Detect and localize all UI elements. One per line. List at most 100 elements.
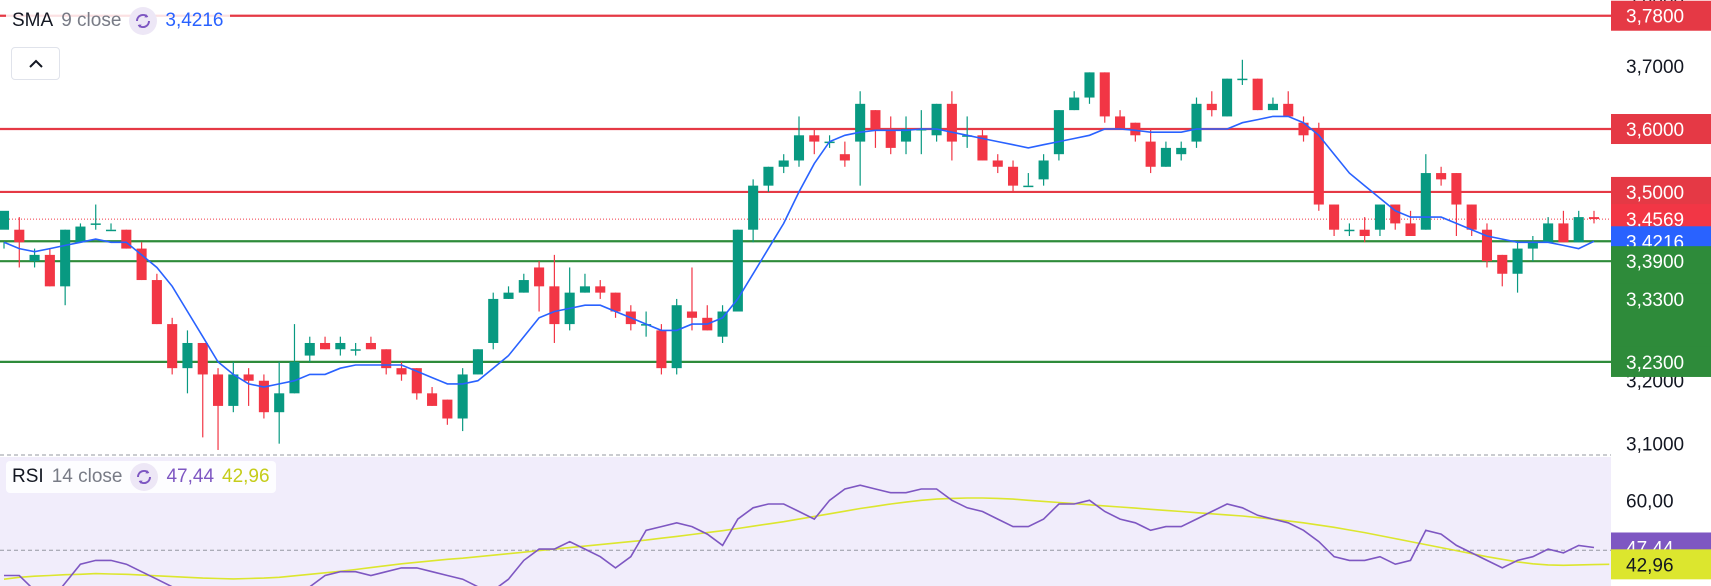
price-tick-label: 3,7000 [1626, 57, 1684, 78]
candle-body [365, 342, 376, 350]
candle-body [518, 280, 529, 293]
candle-body [1359, 229, 1370, 236]
candle-body [29, 254, 40, 262]
candle-body [0, 210, 10, 230]
candle-body [1145, 141, 1156, 167]
candle-body [1558, 223, 1569, 243]
candle-body [763, 166, 774, 186]
candle-body [717, 311, 728, 337]
rsi-tick-label: 60,00 [1626, 491, 1674, 512]
rsi-ma-line [3, 497, 1610, 580]
rsi-line [4, 484, 1595, 586]
candle-body [1222, 78, 1233, 117]
candle-body [228, 374, 239, 406]
candle-body [855, 103, 866, 142]
price-badge [1611, 0, 1711, 31]
candle-body [151, 280, 162, 325]
price-axis: 3,80003,70003,20003,100060,003,78003,600… [1611, 0, 1711, 586]
candle-body [488, 298, 499, 343]
candle-body [1176, 147, 1187, 155]
candle-body [197, 342, 208, 375]
candle-body [1084, 72, 1095, 98]
candle-body [595, 286, 606, 293]
price-badge [1611, 283, 1711, 314]
candle-body [1191, 103, 1202, 142]
price-badge-label: 3,6000 [1626, 120, 1684, 141]
collapse-button[interactable] [11, 47, 60, 80]
sma-line [3, 115, 1595, 388]
price-badge [1611, 246, 1711, 277]
candle-body [1130, 122, 1141, 136]
candle-body [793, 135, 805, 161]
price-badge-label: 3,5000 [1626, 183, 1684, 204]
rsi-legend-ma-value: 42,96 [222, 466, 270, 487]
candle-body [1390, 204, 1401, 224]
chevron-up-icon [28, 59, 43, 68]
price-badge [1611, 114, 1711, 145]
sma-legend-name: SMA [12, 10, 54, 31]
candle-body [748, 185, 759, 230]
sma-legend[interactable]: SMA 9 close 3,4216 [6, 5, 230, 37]
candle-body [1023, 185, 1034, 188]
candle-body [258, 380, 269, 413]
rsi-badge-label: 42,96 [1626, 555, 1674, 576]
candle-body [75, 226, 86, 243]
candle-body [1099, 72, 1110, 117]
candle-body [1252, 78, 1263, 111]
candle-body [90, 223, 101, 225]
price-badge-label: 3,3300 [1626, 290, 1684, 311]
candle-body [396, 368, 407, 375]
candle-body [1069, 97, 1080, 111]
candle-body [1527, 242, 1538, 249]
rsi-legend-name: RSI [12, 466, 44, 487]
candle-body [992, 160, 1003, 167]
price-badge-label: 3,7800 [1626, 7, 1684, 28]
candle-body [121, 229, 132, 249]
candle-body [212, 374, 224, 406]
candle-body [1436, 173, 1447, 180]
candle-body [1053, 110, 1064, 155]
candle-body [1329, 204, 1340, 230]
candle-body [870, 110, 881, 130]
candle-body [931, 103, 942, 136]
candle-body [167, 324, 178, 369]
candle-body [427, 393, 438, 406]
candle-body [610, 292, 621, 312]
price-badge-label: 3,3900 [1626, 252, 1684, 273]
rsi-legend-value: 47,44 [166, 466, 215, 487]
candle-body [503, 292, 514, 299]
price-badge [1611, 346, 1711, 377]
candle-body [1451, 173, 1462, 205]
candle-body [1512, 248, 1523, 274]
candle-body [60, 229, 71, 287]
candle-body [136, 248, 147, 281]
candle-body [900, 129, 912, 142]
candle-body [320, 342, 331, 350]
candle-body [350, 349, 361, 351]
candle-body [809, 135, 820, 142]
candle-body [839, 154, 850, 161]
candle-body [105, 229, 117, 232]
candle-body [1237, 78, 1248, 81]
candle-body [732, 229, 743, 312]
candle-body [1573, 217, 1584, 243]
cycle-icon[interactable] [129, 7, 158, 35]
candle-body [274, 393, 285, 413]
candle-body [1588, 217, 1600, 220]
candle-body [1374, 204, 1386, 230]
rsi-legend[interactable]: RSI 14 close 47,44 42,96 [6, 461, 276, 493]
candle-body [304, 342, 315, 356]
candle-body [656, 330, 667, 369]
candle-body [1543, 223, 1554, 243]
cycle-icon[interactable] [130, 463, 159, 491]
candle-body [243, 374, 254, 381]
candle-body [44, 254, 55, 287]
candle-body [442, 399, 453, 419]
price-badge-label: 3,4569 [1626, 210, 1684, 231]
candle-body [671, 305, 682, 369]
horizontal-levels [0, 14, 1611, 363]
sma-legend-value: 3,4216 [165, 10, 224, 31]
candle-body [1313, 129, 1324, 205]
candle-body [1466, 204, 1477, 230]
